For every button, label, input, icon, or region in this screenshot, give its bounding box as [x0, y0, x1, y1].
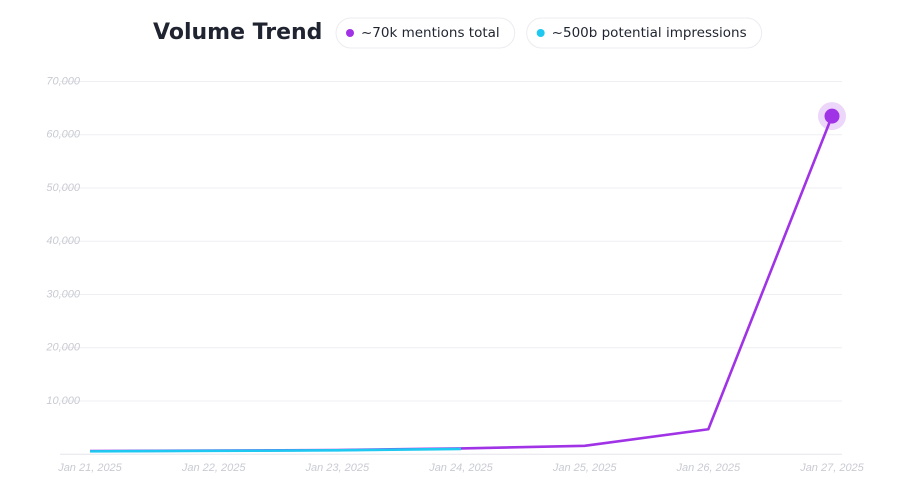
y-tick-label: 60,000	[46, 129, 81, 141]
highlight-point	[824, 108, 840, 124]
legend-swatch	[346, 29, 354, 37]
y-tick-label: 20,000	[45, 342, 81, 354]
legend-pill	[335, 17, 516, 49]
legend-label: ~500b potential impressions	[552, 25, 747, 41]
legend-label: ~70k mentions total	[361, 25, 500, 41]
x-tick-label: Jan 27, 2025	[799, 462, 864, 474]
x-tick-label: Jan 26, 2025	[676, 462, 741, 474]
legend-pill	[526, 17, 763, 49]
legend-swatch	[536, 29, 545, 37]
x-tick-label: Jan 22, 2025	[181, 462, 246, 474]
y-tick-label: 30,000	[46, 288, 81, 300]
series-line	[89, 447, 462, 453]
chart-title: Volume Trend	[153, 20, 322, 45]
y-tick-label: 40,000	[46, 235, 81, 247]
x-tick-label: Jan 21, 2025	[57, 462, 122, 474]
x-tick-label: Jan 23, 2025	[305, 462, 370, 474]
y-tick-label: 50,000	[46, 182, 81, 194]
x-tick-label: Jan 25, 2025	[552, 462, 617, 474]
y-tick-label: 10,000	[46, 395, 81, 407]
x-tick-label: Jan 24, 2025	[428, 462, 493, 474]
y-tick-label: 70,000	[46, 75, 81, 87]
legend: ~70k mentions total ~500b potential impre…	[335, 17, 763, 49]
